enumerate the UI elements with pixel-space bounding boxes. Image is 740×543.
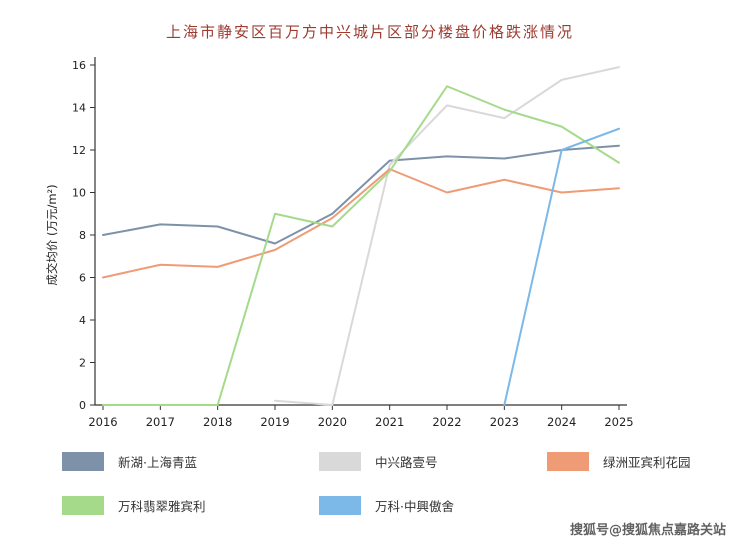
chart-title: 上海市静安区百万方中兴城片区部分楼盘价格跌涨情况: [165, 23, 574, 41]
y-tick-label: 0: [79, 399, 86, 412]
chart-legend: 新湖·上海青蓝 中兴路壹号 绿洲亚宾利花园万科翡翠雅宾利 万科·中興傲舍: [62, 452, 702, 515]
legend-label: 中兴路壹号: [375, 455, 438, 470]
y-tick-label: 6: [79, 272, 86, 285]
legend-swatch: [547, 452, 589, 471]
legend-item-1: 中兴路壹号: [319, 452, 547, 471]
legend-item-2: 绿洲亚宾利花园: [547, 452, 702, 471]
legend-label: 万科翡翠雅宾利: [118, 499, 206, 514]
watermark: 搜狐号@搜狐焦点嘉路关站: [569, 523, 726, 538]
series-line-1: [274, 66, 620, 406]
y-tick-label: 10: [72, 187, 86, 200]
y-tick-label: 12: [72, 144, 86, 157]
legend-label: 新湖·上海青蓝: [118, 455, 197, 470]
x-tick-label: 2017: [146, 415, 175, 429]
x-tick-label: 2018: [203, 415, 232, 429]
legend-item-3: 万科翡翠雅宾利: [62, 496, 319, 515]
y-axis-title: 成交均价 (万元/m²): [45, 184, 59, 285]
series-line-2: [102, 168, 620, 279]
x-tick-label: 2024: [547, 415, 576, 429]
x-tick-label: 2023: [490, 415, 519, 429]
legend-item-4: 万科·中興傲舍: [319, 496, 547, 515]
y-tick-label: 8: [79, 229, 86, 242]
series-line-4: [503, 127, 620, 406]
x-tick-label: 2019: [260, 415, 289, 429]
x-tick-label: 2021: [375, 415, 404, 429]
x-tick-label: 2016: [88, 415, 117, 429]
x-tick-label: 2022: [432, 415, 461, 429]
y-tick-label: 4: [79, 314, 86, 327]
y-tick-label: 14: [72, 102, 86, 115]
y-tick-label: 16: [72, 59, 86, 72]
legend-item-0: 新湖·上海青蓝: [62, 452, 319, 471]
y-tick-label: 2: [79, 357, 86, 370]
series-line-3: [102, 85, 620, 406]
legend-swatch: [319, 452, 361, 471]
x-tick-label: 2020: [318, 415, 347, 429]
legend-label: 绿洲亚宾利花园: [603, 455, 691, 470]
series-line-0: [102, 144, 620, 245]
legend-label: 万科·中興傲舍: [375, 499, 454, 514]
chart-axes: [94, 57, 627, 406]
legend-swatch: [62, 496, 104, 515]
legend-swatch: [62, 452, 104, 471]
line-chart: 0 2 4 6 8 10 12 14 16 2016 2017 2018 2019 2020 2021 202…: [45, 57, 634, 429]
legend-swatch: [319, 496, 361, 515]
x-tick-label: 2025: [604, 415, 633, 429]
